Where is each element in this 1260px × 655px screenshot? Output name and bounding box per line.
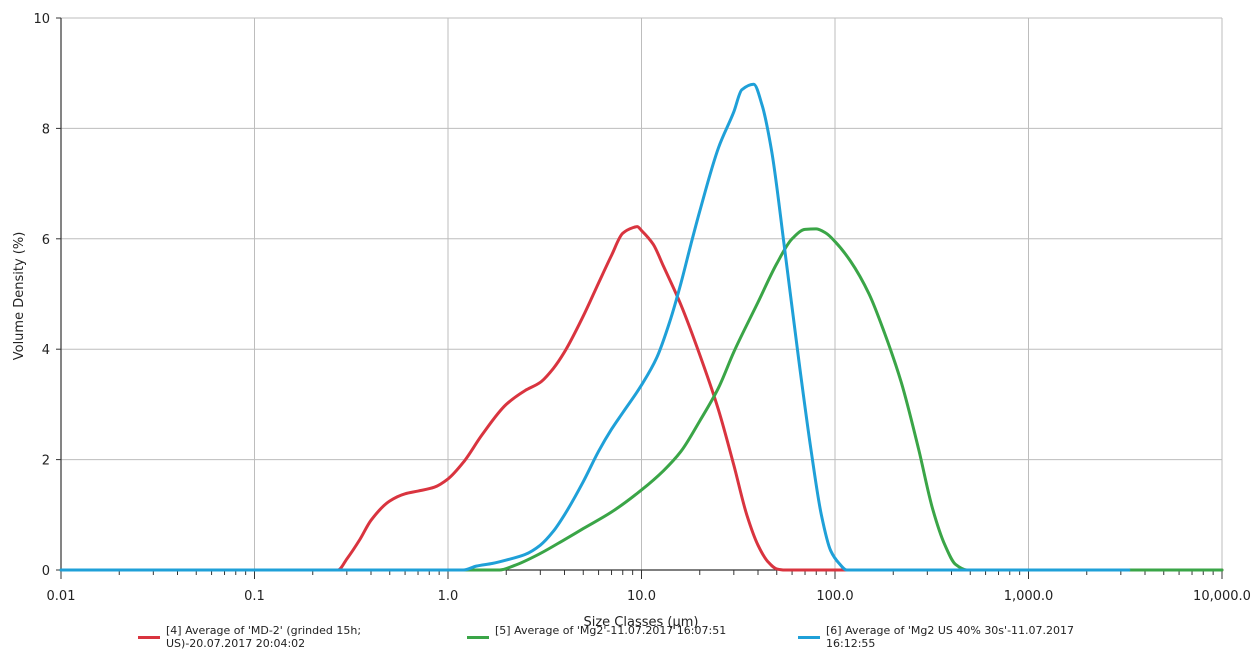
x-tick-label: 10,000.0	[1193, 589, 1251, 604]
x-tick-label: 10.0	[627, 589, 656, 604]
legend-label: [5] Average of 'Mg2'-11.07.2017 16:07:51	[495, 624, 727, 637]
y-tick-label: 2	[42, 454, 50, 469]
legend-label: [6] Average of 'Mg2 US 40% 30s'-11.07.20…	[826, 624, 1075, 650]
x-tick-label: 100.0	[816, 589, 853, 604]
legend-label: [4] Average of 'MD-2' (grinded 15h; US)-…	[166, 624, 362, 650]
tick-labels: 0 2 4 6 8 10 0.01 0.1 1.0 10.0 100.0 1,000.0 10,000.…	[33, 12, 1250, 604]
axes	[56, 17, 1223, 579]
legend-swatch	[798, 636, 820, 639]
series-line-1	[59, 227, 1224, 572]
legend: [4] Average of 'MD-2' (grinded 15h; US)-…	[0, 624, 1260, 654]
series-line-2	[59, 82, 1131, 572]
legend-item-series-4: [4] Average of 'MD-2' (grinded 15h; US)-…	[138, 624, 428, 650]
y-tick-label: 10	[33, 12, 50, 27]
x-tick-label: 0.1	[244, 589, 265, 604]
x-tick-label: 1,000.0	[1004, 589, 1054, 604]
y-tick-label: 6	[42, 233, 50, 248]
y-axis-title: Volume Density (%)	[12, 232, 27, 361]
series-lines	[59, 82, 1224, 572]
legend-swatch	[138, 636, 160, 639]
x-tick-label: 1.0	[438, 589, 459, 604]
legend-item-series-5: [5] Average of 'Mg2'-11.07.2017 16:07:51	[467, 624, 787, 639]
x-axis-title: Size Classes (µm)	[583, 615, 698, 630]
y-tick-label: 8	[42, 122, 50, 137]
grid-lines	[61, 17, 1223, 570]
legend-swatch	[467, 636, 489, 639]
legend-item-series-6: [6] Average of 'Mg2 US 40% 30s'-11.07.20…	[798, 624, 1098, 650]
y-tick-label: 0	[42, 564, 50, 579]
x-tick-label: 0.01	[47, 589, 76, 604]
y-tick-label: 4	[42, 343, 50, 358]
series-line-0	[59, 225, 1224, 572]
